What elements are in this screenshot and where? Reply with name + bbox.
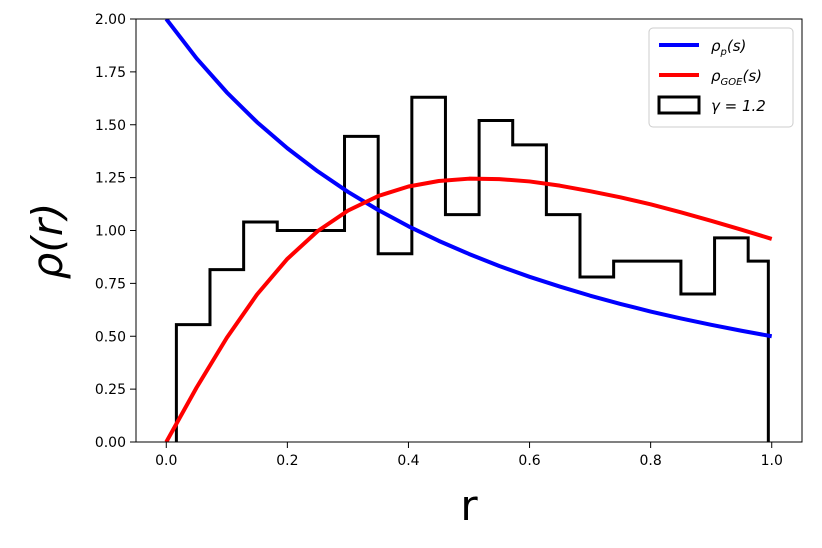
y-tick-label: 0.25 [95,382,126,398]
y-tick-label: 1.25 [95,171,126,187]
y-tick-label: 2.00 [95,12,126,28]
legend: ρp(s) ρGOE(s) γ = 1.2 [648,27,794,128]
x-tick-label: 0.2 [276,453,298,469]
series-rho-p-line [164,19,773,339]
y-tick-label: 0.50 [95,329,126,345]
y-axis-label: ρ(r) [23,203,72,280]
legend-swatch-box [657,95,701,115]
legend-label: ρGOE(s) [711,67,762,88]
y-tick-label: 0.00 [95,435,126,451]
histogram-gamma-1-2 [174,95,770,442]
legend-label: ρp(s) [711,37,746,58]
legend-box [648,27,794,128]
x-axis-label: r [460,481,478,530]
x-axis-ticks: 0.0 0.2 0.4 0.6 0.8 1.0 [155,442,783,469]
x-tick-label: 0.0 [155,453,177,469]
x-tick-label: 1.0 [761,453,783,469]
x-tick-label: 0.6 [518,453,540,469]
data-layer [164,19,773,442]
y-tick-label: 1.50 [95,118,126,134]
legend-label: γ = 1.2 [711,97,766,115]
y-axis-ticks: 0.00 0.25 0.50 0.75 1.00 1.25 1.50 1.75 2.00 [95,12,136,451]
y-tick-label: 1.75 [95,65,126,81]
y-tick-label: 1.00 [95,224,126,240]
series-rho-goe-line [164,176,773,442]
x-tick-label: 0.8 [640,453,662,469]
y-tick-label: 0.75 [95,276,126,292]
x-tick-label: 0.4 [397,453,419,469]
